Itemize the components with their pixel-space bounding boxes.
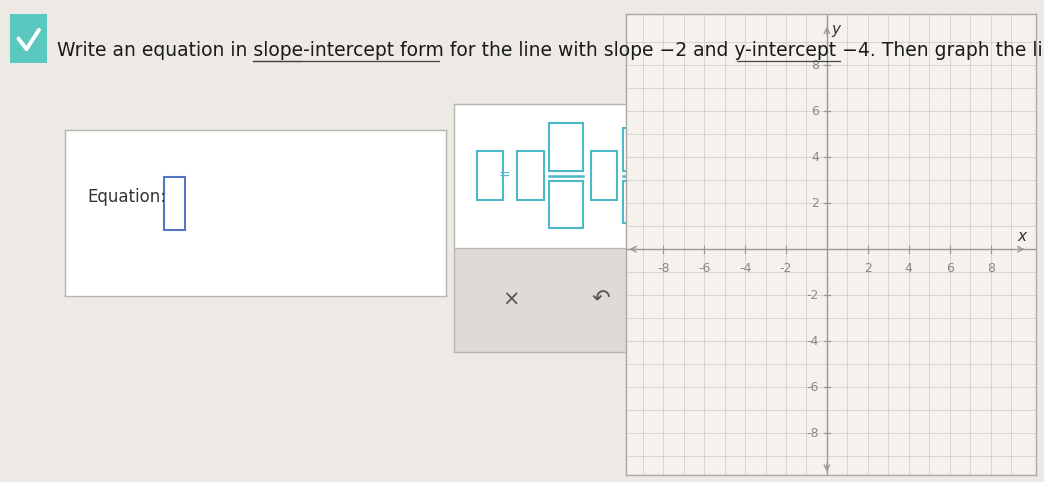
Text: Equation:: Equation:	[88, 187, 167, 206]
Text: -2: -2	[807, 289, 820, 302]
Text: 8: 8	[987, 262, 995, 275]
Text: 4: 4	[811, 151, 820, 164]
Text: -6: -6	[807, 381, 820, 394]
FancyBboxPatch shape	[8, 11, 49, 66]
Text: y: y	[832, 22, 840, 37]
FancyBboxPatch shape	[591, 151, 617, 201]
Text: -4: -4	[739, 262, 752, 275]
Text: 6: 6	[811, 105, 820, 118]
Text: 2: 2	[864, 262, 872, 275]
Text: 4: 4	[905, 262, 912, 275]
Text: -8: -8	[807, 427, 820, 440]
Text: 2: 2	[811, 197, 820, 210]
Text: -6: -6	[698, 262, 710, 275]
Text: ×: ×	[502, 290, 520, 310]
Text: x: x	[1018, 229, 1027, 244]
Text: -2: -2	[780, 262, 792, 275]
Text: Write an equation in slope-intercept form for the line with slope −2 and y-inter: Write an equation in slope-intercept for…	[57, 41, 1044, 60]
Text: -8: -8	[657, 262, 669, 275]
FancyBboxPatch shape	[549, 181, 584, 228]
FancyBboxPatch shape	[454, 248, 658, 352]
Text: =: =	[498, 169, 509, 183]
Text: ↶: ↶	[591, 290, 610, 310]
FancyBboxPatch shape	[517, 151, 544, 201]
FancyBboxPatch shape	[476, 151, 503, 201]
Text: 6: 6	[946, 262, 953, 275]
FancyBboxPatch shape	[549, 123, 584, 171]
Text: 8: 8	[811, 59, 820, 72]
FancyBboxPatch shape	[623, 181, 651, 223]
FancyBboxPatch shape	[164, 177, 185, 230]
FancyBboxPatch shape	[623, 128, 651, 171]
Text: -4: -4	[807, 335, 820, 348]
